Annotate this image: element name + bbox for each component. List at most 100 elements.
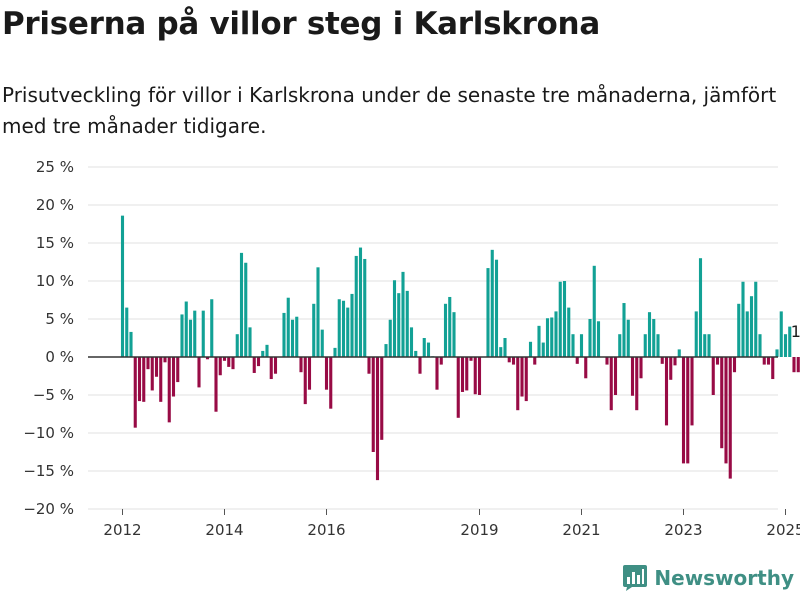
bar: [324, 357, 329, 390]
bar: [575, 357, 579, 364]
annotations: 1 %: [791, 322, 800, 341]
bar: [707, 334, 711, 357]
bar: [771, 357, 775, 380]
bar: [188, 319, 193, 357]
bar: [788, 326, 792, 357]
bar: [690, 357, 694, 426]
bar: [197, 357, 201, 388]
brand-name: Newsworthy: [654, 566, 794, 590]
bar: [605, 357, 609, 365]
bar: [741, 281, 745, 357]
bar: [766, 357, 771, 365]
bar: [273, 357, 278, 374]
bar: [261, 350, 265, 357]
bar: [762, 357, 766, 365]
bar: [686, 357, 690, 464]
bar: [418, 357, 422, 374]
y-tick-label: 20 %: [36, 196, 74, 214]
bar: [545, 318, 550, 357]
bar: [796, 357, 800, 373]
bar: [677, 349, 681, 357]
bar: [205, 357, 210, 360]
bar: [133, 357, 137, 428]
y-tick-label: −20 %: [23, 500, 74, 518]
bar: [584, 357, 588, 379]
bar: [320, 329, 324, 357]
bar: [720, 357, 724, 449]
bar: [579, 334, 584, 357]
bar: [299, 357, 303, 373]
bar: [290, 319, 295, 357]
bar: [358, 247, 363, 357]
bar: [473, 357, 477, 395]
bar: [486, 268, 490, 357]
bar: [269, 357, 273, 380]
bar: [669, 357, 673, 380]
y-tick-label: 5 %: [45, 310, 74, 328]
bar: [758, 334, 762, 357]
bar: [363, 258, 367, 357]
y-tick-label: 10 %: [36, 272, 74, 290]
bar: [392, 280, 397, 357]
bar: [222, 357, 227, 361]
bar: [439, 357, 443, 365]
bar: [422, 338, 426, 357]
bar: [384, 344, 388, 357]
bar: [303, 357, 307, 405]
bar: [673, 357, 677, 366]
bar: [711, 357, 715, 395]
bar: [295, 316, 299, 357]
bar: [456, 357, 460, 418]
bar: [749, 296, 754, 357]
latest-value-label: 1 %: [791, 322, 800, 341]
x-tick-label: 2012: [103, 521, 141, 539]
bar: [660, 357, 664, 364]
bar: [218, 357, 222, 376]
bar: [609, 357, 613, 411]
bar: [252, 357, 256, 373]
y-tick-label: −10 %: [23, 424, 74, 442]
bar: [176, 357, 180, 383]
bar: [248, 327, 252, 357]
y-tick-label: 15 %: [36, 234, 74, 252]
bar: [494, 259, 499, 357]
bar: [184, 301, 188, 357]
y-tick-label: 25 %: [36, 158, 74, 176]
bar: [401, 271, 405, 357]
bar: [533, 357, 537, 365]
newsworthy-bar-chart-icon: [623, 565, 648, 591]
bar: [333, 347, 337, 357]
bar: [588, 319, 592, 357]
bar: [231, 357, 235, 370]
bar: [227, 357, 231, 367]
bar: [316, 267, 320, 357]
bar: [754, 281, 758, 357]
x-tick-label: 2023: [664, 521, 702, 539]
bar: [562, 281, 567, 357]
bar: [507, 357, 511, 363]
bar: [341, 300, 346, 357]
bar: [129, 331, 133, 357]
bar: [337, 299, 341, 357]
bar: [210, 299, 214, 357]
bar: [350, 293, 354, 357]
bar: [142, 357, 146, 402]
bar: [737, 303, 741, 357]
bar: [452, 312, 456, 357]
bar: [329, 357, 333, 409]
bar: [448, 296, 452, 357]
bar: [414, 350, 418, 357]
bar: [180, 314, 184, 357]
bar: [499, 347, 503, 357]
bar: [516, 357, 520, 411]
bar: [435, 357, 439, 390]
bar: [193, 310, 197, 357]
bar: [239, 252, 244, 357]
bar: [256, 357, 261, 367]
bar: [159, 357, 163, 402]
bar: [503, 338, 507, 357]
bar: [550, 317, 554, 357]
bar: [167, 357, 171, 423]
bar: [460, 357, 465, 392]
bar: [656, 334, 660, 357]
